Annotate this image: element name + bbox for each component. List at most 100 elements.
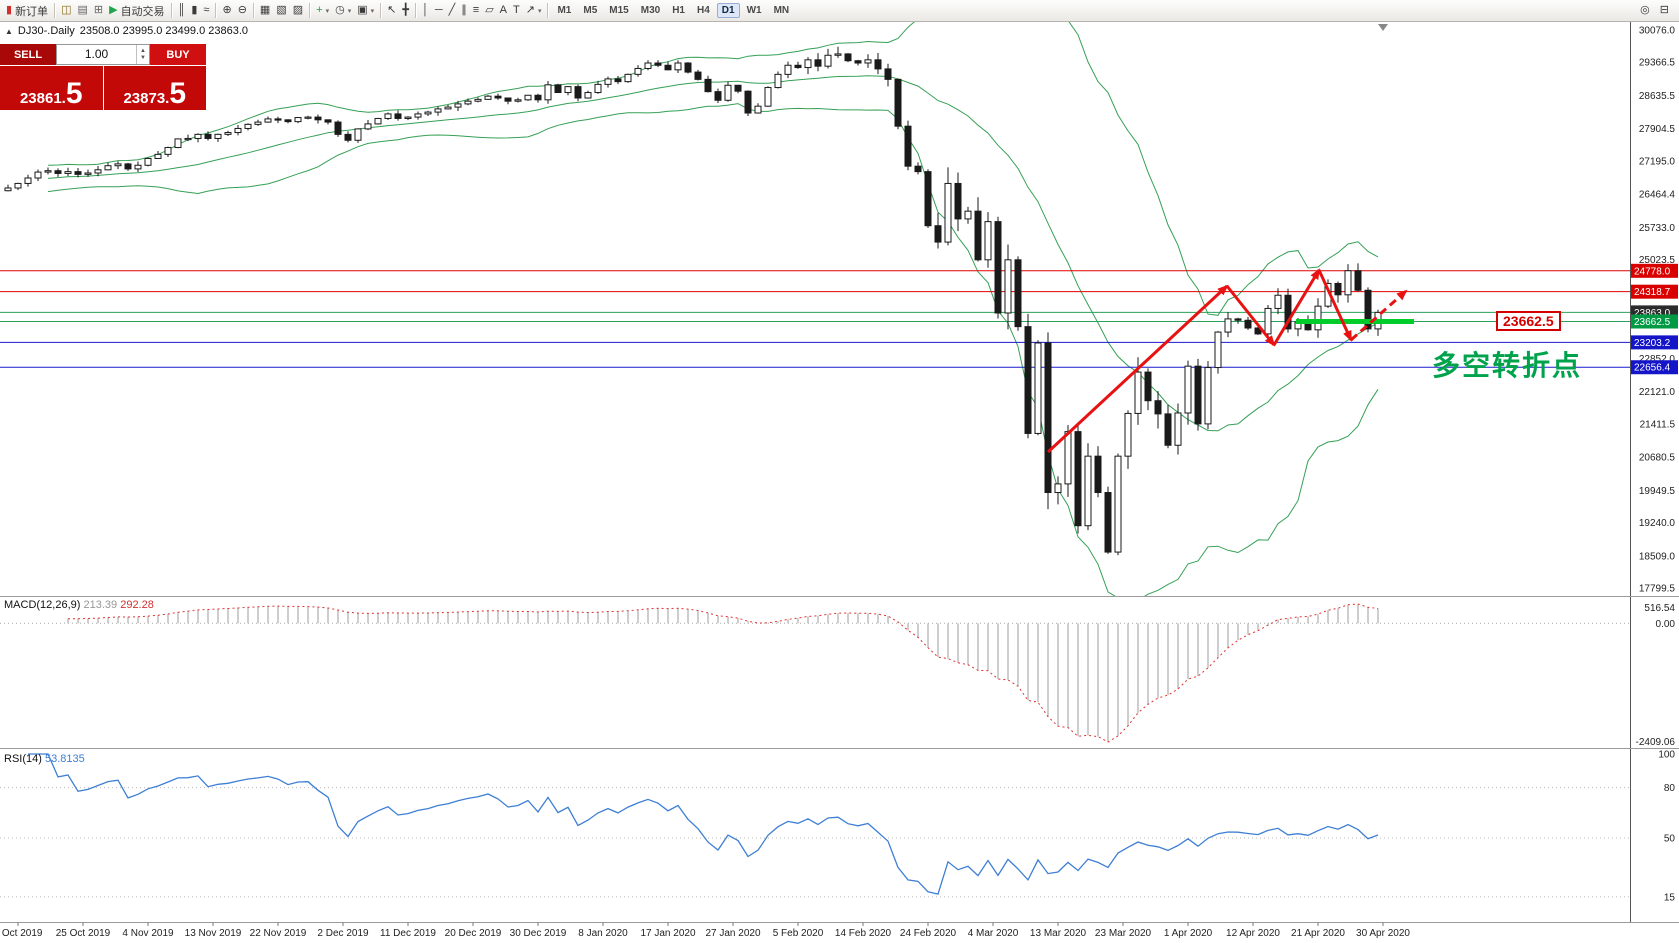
- sell-button[interactable]: SELL: [0, 44, 56, 65]
- svg-text:50: 50: [1664, 834, 1676, 845]
- toolbar-separator: [170, 3, 172, 18]
- zoom-out-icon[interactable]: ⊖: [235, 2, 250, 20]
- caret-down-icon: ▾: [537, 7, 542, 15]
- timeframe-h4[interactable]: H4: [696, 5, 710, 16]
- sell-price-button[interactable]: 23861. 5: [0, 66, 103, 110]
- svg-text:22852.0: 22852.0: [1639, 354, 1676, 365]
- volume-field[interactable]: 1.00 ▲ ▼: [56, 44, 150, 65]
- horizontal-line-icon[interactable]: ─: [432, 2, 446, 20]
- fibonacci-icon[interactable]: ≡: [470, 2, 482, 20]
- svg-text:20 Dec 2019: 20 Dec 2019: [445, 928, 502, 939]
- svg-text:22 Nov 2019: 22 Nov 2019: [250, 928, 307, 939]
- candlestick-chart-icon[interactable]: ▮: [188, 2, 200, 20]
- text-label-icon[interactable]: T: [510, 2, 523, 20]
- text-icon[interactable]: A: [497, 2, 510, 20]
- search-icon[interactable]: ◎: [1637, 2, 1653, 20]
- rsi-pane: [0, 753, 1630, 898]
- volume-value[interactable]: 1.00: [84, 47, 109, 61]
- timeframe-mn[interactable]: MN: [773, 5, 790, 16]
- collapse-panel-icon[interactable]: ▲: [5, 26, 13, 36]
- timeframe-h1[interactable]: H1: [672, 5, 685, 16]
- volume-stepper[interactable]: ▲ ▼: [136, 45, 149, 64]
- chart-ohlc-values: 23508.0 23995.0 23499.0 23863.0: [79, 25, 248, 37]
- timeframe-w1[interactable]: W1: [746, 5, 762, 16]
- periods-icon[interactable]: ◷ ▾: [332, 2, 354, 20]
- arrows-tool-icon[interactable]: ↗ ▾: [523, 2, 545, 20]
- zoom-in-icon[interactable]: ⊕: [219, 2, 234, 20]
- rsi-name: RSI(14): [4, 753, 42, 765]
- fibonacci-icon: ≡: [472, 4, 480, 16]
- rsi-indicator-label: RSI(14) 53.8135: [4, 753, 85, 765]
- cascade-windows-icon[interactable]: ▧: [273, 2, 289, 20]
- chart-shift-marker[interactable]: [1378, 24, 1388, 31]
- cursor-icon[interactable]: ↖: [384, 2, 399, 20]
- templates-icon[interactable]: ▣ ▾: [354, 2, 377, 20]
- sell-price-big: 5: [65, 77, 83, 110]
- svg-text:0.00: 0.00: [1656, 619, 1676, 630]
- templates-icon: ▣: [357, 4, 368, 16]
- timeframe-m15[interactable]: M15: [609, 5, 629, 16]
- one-click-trade-panel: SELL 1.00 ▲ ▼ BUY 23861. 5 23873. 5: [0, 44, 206, 110]
- timeframe-m1[interactable]: M1: [557, 5, 572, 16]
- timeframe-m5[interactable]: M5: [583, 5, 598, 16]
- time-axis[interactable]: 5 Oct 2019 25 Oct 2019 4 Nov 2019 13 Nov 20…: [0, 922, 1410, 940]
- vertical-line-icon[interactable]: │: [419, 2, 432, 20]
- svg-text:15: 15: [1664, 892, 1676, 903]
- buy-button[interactable]: BUY: [150, 44, 206, 65]
- data-window-icon[interactable]: ⊞: [91, 2, 106, 20]
- crosshair-icon[interactable]: ╋: [399, 2, 412, 20]
- svg-text:26464.4: 26464.4: [1639, 190, 1676, 201]
- data-window-icon: ⊞: [93, 4, 104, 16]
- autotrade-button[interactable]: ▶ 自动交易: [106, 2, 167, 20]
- indicators-icon[interactable]: + ▾: [313, 2, 332, 20]
- svg-text:30076.0: 30076.0: [1639, 26, 1676, 37]
- toolbar-separator: [380, 3, 382, 18]
- equidistant-channel-icon: ∥: [461, 4, 467, 16]
- new-order-button[interactable]: ▮ 新订单: [3, 2, 51, 20]
- spin-down-icon[interactable]: ▼: [140, 54, 146, 61]
- horizontal-line-icon: ─: [434, 4, 443, 16]
- price-axis[interactable]: 30076.0 29366.5 28635.5 27904.5 27195.0 26464…: [1630, 22, 1679, 922]
- buy-price-button[interactable]: 23873. 5: [103, 66, 206, 110]
- spin-up-icon[interactable]: ▲: [140, 47, 146, 54]
- bar-chart-icon[interactable]: ║: [175, 2, 189, 20]
- svg-text:17799.5: 17799.5: [1639, 584, 1676, 595]
- bollinger-lower-band: [47, 103, 1379, 596]
- svg-text:23662.5: 23662.5: [1634, 317, 1671, 328]
- text-label-icon: T: [513, 4, 520, 16]
- timeframe-m30[interactable]: M30: [640, 5, 661, 16]
- vertical-line-icon: │: [421, 4, 429, 16]
- line-chart-icon[interactable]: ≈: [200, 2, 212, 20]
- shapes-icon[interactable]: ▱: [482, 2, 496, 20]
- svg-text:516.54: 516.54: [1644, 603, 1675, 614]
- pane-separators[interactable]: [0, 596, 1679, 923]
- svg-text:23203.2: 23203.2: [1634, 338, 1671, 349]
- equidistant-channel-icon[interactable]: ∥: [458, 2, 470, 20]
- new-chart-icon[interactable]: ⊟: [1657, 2, 1672, 20]
- svg-text:5 Oct 2019: 5 Oct 2019: [0, 928, 43, 939]
- svg-text:30 Dec 2019: 30 Dec 2019: [510, 928, 567, 939]
- macd-signal-value: 292.28: [120, 599, 154, 611]
- svg-text:21 Apr 2020: 21 Apr 2020: [1291, 928, 1345, 939]
- periods-icon: ◷: [335, 4, 345, 16]
- macd-main-value: 213.39: [83, 599, 118, 611]
- svg-text:19240.0: 19240.0: [1639, 518, 1676, 529]
- toolbar-separator: [309, 3, 311, 18]
- price-level-callout[interactable]: 23662.5: [1496, 311, 1561, 331]
- rsi-value: 53.8135: [44, 753, 85, 765]
- auto-arrange-icon[interactable]: ▨: [290, 2, 306, 20]
- trendline-icon[interactable]: ╱: [446, 2, 459, 20]
- trend-arrows[interactable]: [1046, 268, 1408, 454]
- svg-text:27 Jan 2020: 27 Jan 2020: [705, 928, 760, 939]
- toolbar-separator: [414, 3, 416, 18]
- text-icon: A: [499, 4, 507, 16]
- svg-text:27904.5: 27904.5: [1639, 124, 1676, 135]
- chart-window-icon[interactable]: ◫: [58, 2, 74, 20]
- timeframe-d1[interactable]: D1: [716, 3, 740, 18]
- svg-text:24778.0: 24778.0: [1634, 266, 1671, 277]
- market-watch-icon[interactable]: ▤: [74, 2, 90, 20]
- tile-windows-icon[interactable]: ▦: [257, 2, 273, 20]
- bar-chart-icon: ║: [177, 4, 186, 16]
- chart-header: ▲ DJ30-.Daily 23508.0 23995.0 23499.0 23…: [5, 25, 248, 37]
